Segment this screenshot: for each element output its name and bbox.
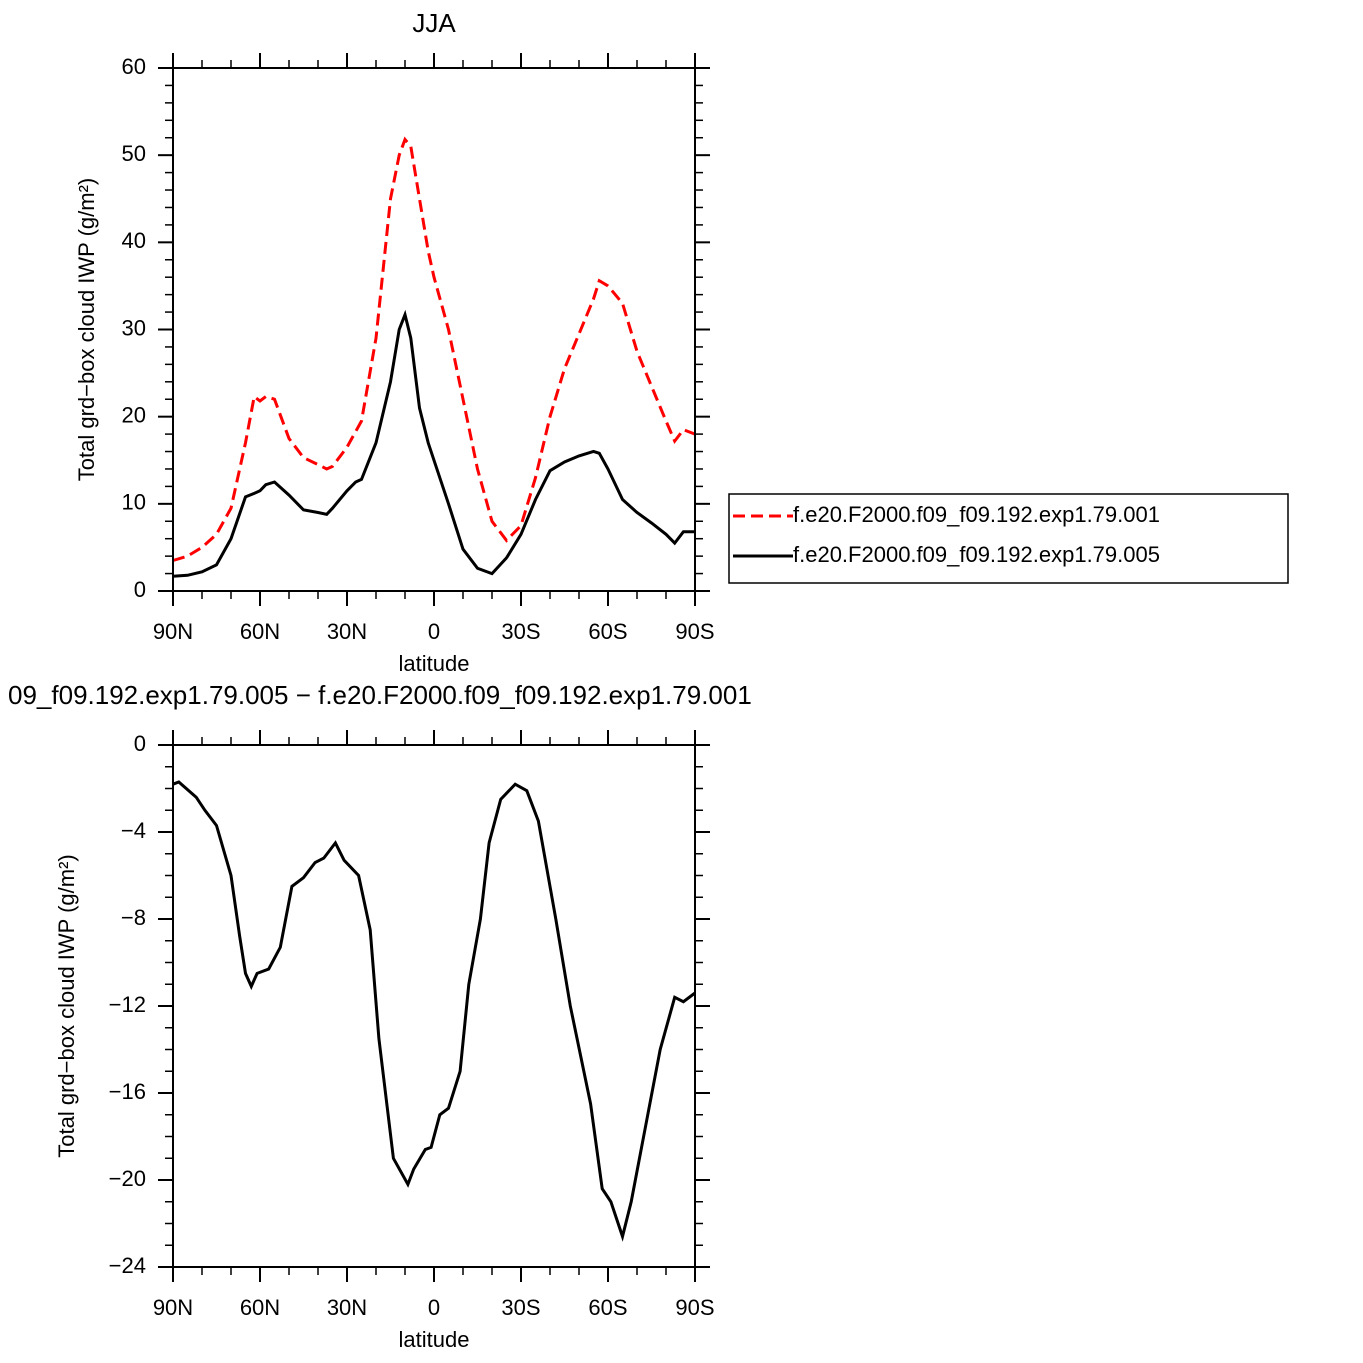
y-tick-label: 60 (122, 54, 146, 79)
legend-label: f.e20.F2000.f09_f09.192.exp1.79.001 (793, 502, 1160, 527)
y-tick-label: 50 (122, 141, 146, 166)
chart-title: 09_f09.192.exp1.79.005 − f.e20.F2000.f09… (8, 680, 752, 710)
x-tick-label: 60N (240, 619, 280, 644)
data-line (172, 136, 696, 562)
y-axis-label: Total grd−box cloud IWP (g/m²) (74, 178, 99, 481)
y-tick-label: 0 (134, 577, 146, 602)
x-tick-label: 30S (501, 619, 540, 644)
y-tick-label: −20 (109, 1166, 146, 1191)
x-axis-label: latitude (399, 651, 470, 676)
y-axis-label: Total grd−box cloud IWP (g/m²) (54, 854, 79, 1157)
x-tick-label: 90S (675, 619, 714, 644)
x-tick-label: 30N (327, 1295, 367, 1320)
data-line (172, 309, 695, 578)
chart-title: JJA (412, 8, 456, 38)
y-tick-label: −12 (109, 992, 146, 1017)
x-tick-label: 60S (588, 1295, 627, 1320)
x-tick-label: 0 (428, 1295, 440, 1320)
y-tick-label: −8 (121, 905, 146, 930)
x-tick-label: 90S (675, 1295, 714, 1320)
x-tick-label: 0 (428, 619, 440, 644)
y-tick-label: 10 (122, 490, 146, 515)
y-tick-label: −4 (121, 818, 146, 843)
y-tick-label: 20 (122, 402, 146, 427)
x-tick-label: 30N (327, 619, 367, 644)
y-tick-label: 30 (122, 315, 146, 340)
y-tick-label: 0 (134, 731, 146, 756)
y-tick-label: −24 (109, 1253, 146, 1278)
legend-box (728, 493, 1289, 584)
x-tick-label: 60N (240, 1295, 280, 1320)
plot-frame (172, 744, 696, 1268)
x-tick-label: 60S (588, 619, 627, 644)
plot-frame (172, 67, 696, 592)
y-tick-label: 40 (122, 228, 146, 253)
x-tick-label: 90N (153, 1295, 193, 1320)
legend-label: f.e20.F2000.f09_f09.192.exp1.79.005 (793, 542, 1160, 567)
data-line (172, 780, 696, 1242)
x-axis-label: latitude (399, 1327, 470, 1352)
x-tick-label: 90N (153, 619, 193, 644)
x-tick-label: 30S (501, 1295, 540, 1320)
y-tick-label: −16 (109, 1079, 146, 1104)
